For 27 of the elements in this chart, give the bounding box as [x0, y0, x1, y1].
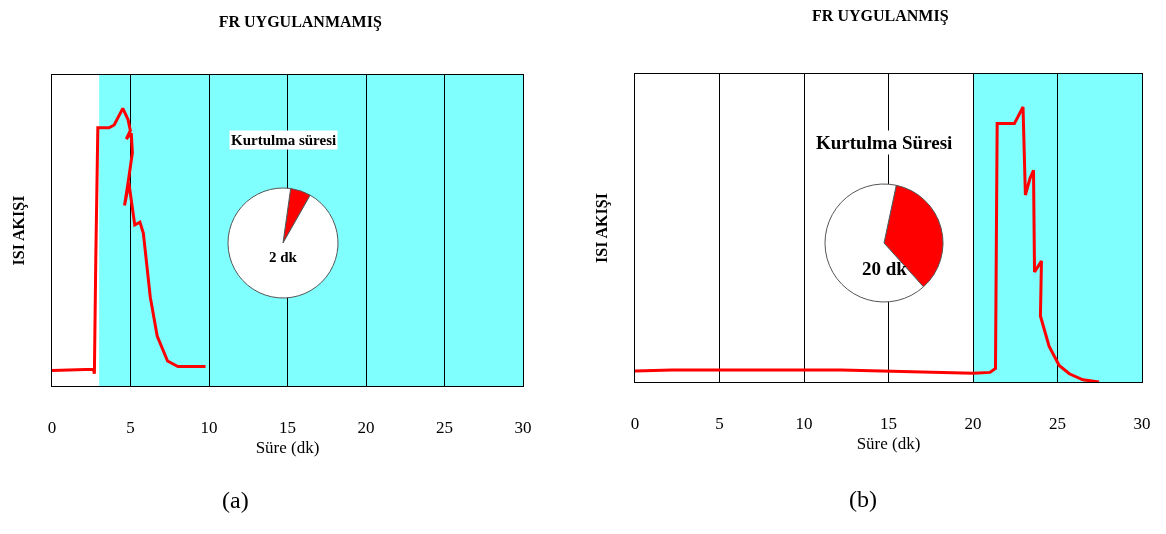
annotation: Kurtulma Süresi	[816, 132, 953, 153]
x-axis-title: Süre (dk)	[856, 433, 921, 453]
x-tick-label: 20	[357, 418, 375, 438]
pie-slice	[227, 187, 339, 299]
x-tick-label: 15	[279, 418, 296, 438]
annotation: 2 dk	[269, 249, 298, 265]
y-axis-title: ISI AKIŞI	[592, 193, 611, 263]
x-tick-label: 0	[630, 414, 640, 434]
x-tick-label: 5	[126, 418, 135, 438]
x-axis-title: Süre (dk)	[255, 437, 320, 457]
chart-title: FR UYGULANMAMIŞ	[218, 13, 382, 32]
x-tick-label: 30	[1133, 414, 1151, 434]
x-tick-label: 10	[795, 414, 813, 434]
x-tick-label: 25	[1049, 414, 1066, 434]
text: (a)	[222, 487, 249, 513]
annotation: Kurtulma süresi	[231, 132, 337, 148]
y-axis-title: ISI AKIŞI	[9, 195, 28, 266]
chart-title: FR UYGULANMIŞ	[812, 6, 949, 25]
x-tick-label: 5	[715, 414, 724, 434]
x-tick-label: 20	[964, 414, 982, 434]
x-tick-label: 15	[880, 414, 897, 434]
x-tick-label: 0	[47, 418, 57, 438]
annotation: 20 dk	[862, 258, 908, 279]
text: (b)	[849, 486, 877, 512]
x-tick-label: 30	[514, 418, 532, 438]
x-tick-label: 25	[436, 418, 453, 438]
x-tick-label: 10	[200, 418, 218, 438]
